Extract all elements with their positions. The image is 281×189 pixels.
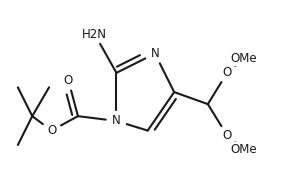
Text: N: N [112,115,121,127]
Text: O: O [223,66,232,79]
Text: N: N [151,47,159,60]
Text: OMe: OMe [231,143,257,156]
Text: O: O [64,74,73,87]
Text: O: O [47,124,56,137]
Text: H2N: H2N [82,28,107,41]
Text: OMe: OMe [231,52,257,65]
Text: O: O [223,129,232,142]
